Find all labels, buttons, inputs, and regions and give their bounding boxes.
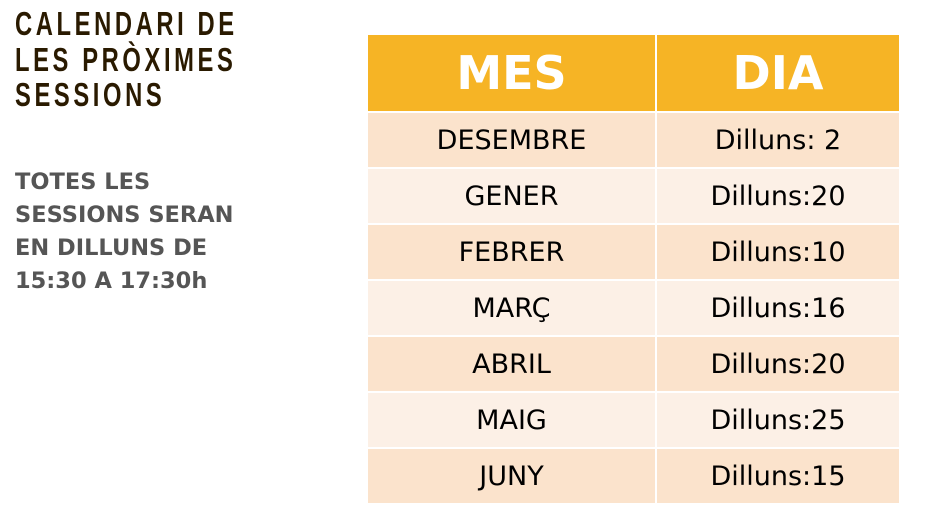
table-row: MAIG Dilluns:25 — [368, 393, 899, 447]
month-cell: DESEMBRE — [368, 113, 655, 167]
header-day: DIA — [657, 35, 899, 111]
day-cell: Dilluns:16 — [657, 281, 899, 335]
table-row: GENER Dilluns:20 — [368, 169, 899, 223]
note-line: SESSIONS SERAN — [15, 202, 234, 228]
table-row: ABRIL Dilluns:20 — [368, 337, 899, 391]
table-row: JUNY Dilluns:15 — [368, 449, 899, 503]
month-cell: JUNY — [368, 449, 655, 503]
sessions-table: MES DIA DESEMBRE Dilluns: 2 GENER Dilluns:2… — [366, 33, 901, 505]
month-cell: GENER — [368, 169, 655, 223]
day-cell: Dilluns:20 — [657, 337, 899, 391]
day-cell: Dilluns: 2 — [657, 113, 899, 167]
month-cell: ABRIL — [368, 337, 655, 391]
title-line: SESSIONS — [15, 76, 166, 113]
title-line: LES PRÒXIMES — [15, 40, 237, 78]
day-cell: Dilluns:15 — [657, 449, 899, 503]
title-line: CALENDARI DE — [15, 5, 238, 42]
page-title: CALENDARI DE LES PRÒXIMES SESSIONS — [15, 6, 303, 113]
month-cell: MARÇ — [368, 281, 655, 335]
table-header-row: MES DIA — [368, 35, 899, 111]
note-line: EN DILLUNS DE — [15, 235, 208, 261]
note-line: TOTES LES — [15, 169, 151, 195]
day-cell: Dilluns:25 — [657, 393, 899, 447]
note-line: 15:30 A 17:30h — [15, 268, 208, 294]
table-row: FEBRER Dilluns:10 — [368, 225, 899, 279]
schedule-note: TOTES LES SESSIONS SERAN EN DILLUNS DE 1… — [15, 166, 234, 298]
day-cell: Dilluns:20 — [657, 169, 899, 223]
table-row: MARÇ Dilluns:16 — [368, 281, 899, 335]
day-cell: Dilluns:10 — [657, 225, 899, 279]
table-row: DESEMBRE Dilluns: 2 — [368, 113, 899, 167]
month-cell: MAIG — [368, 393, 655, 447]
header-month: MES — [368, 35, 655, 111]
month-cell: FEBRER — [368, 225, 655, 279]
